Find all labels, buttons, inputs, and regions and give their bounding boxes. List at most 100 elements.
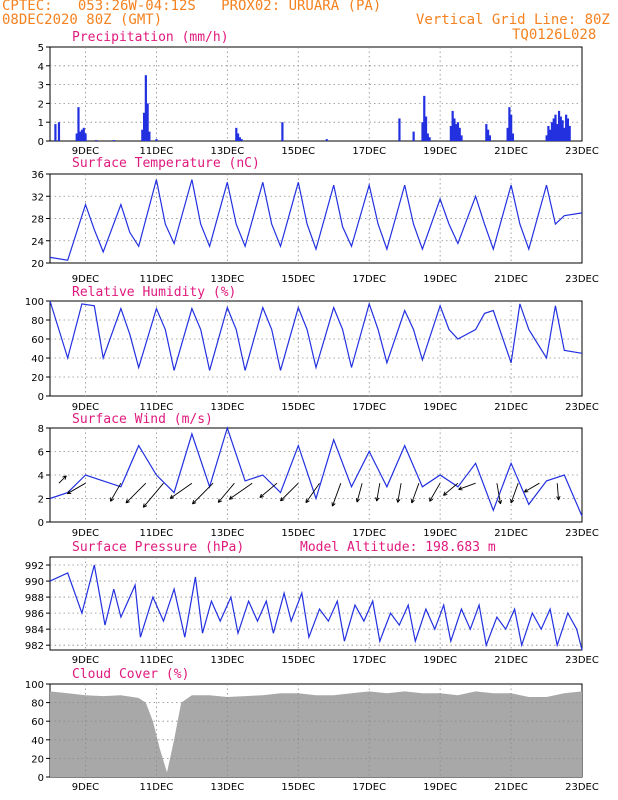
y-tick-label: 20 (31, 373, 44, 384)
panel-cloud: Cloud Cover (%) 0 20 40 60 80 100 9DEC 11DEC 13DE… (25, 667, 599, 793)
y-tick-label: 28 (31, 215, 44, 226)
y-tick-label: 60 (31, 717, 44, 728)
humidity-frame (49, 300, 583, 397)
temperature-title: Surface Temperature (nC) (72, 156, 260, 171)
precip-bar (453, 118, 456, 141)
wind-vector-arrow (109, 482, 122, 502)
precip-bar (79, 131, 82, 141)
wind-vector-arrow (396, 483, 402, 503)
precip-bar (112, 140, 116, 141)
cloud-title: Cloud Cover (%) (72, 667, 189, 682)
precip-bar (563, 127, 566, 141)
x-date-label: 13DEC (210, 146, 244, 157)
y-tick-label: 8 (38, 424, 44, 435)
precip-bar (456, 122, 460, 141)
precip-bar (148, 131, 151, 141)
precip-bar (506, 127, 509, 141)
x-date-label: 23DEC (565, 146, 599, 157)
x-date-label: 15DEC (281, 655, 315, 666)
x-date-label: 11DEC (140, 655, 174, 666)
precip-bar (552, 118, 555, 141)
wind-vector-arrow (523, 482, 540, 493)
model-altitude: Model Altitude: 198.683 m (300, 540, 496, 555)
precip-bar (236, 133, 240, 141)
pressure-frame (49, 556, 583, 651)
precip-bar (488, 135, 491, 141)
x-date-label: 9DEC (72, 402, 99, 413)
y-tick-label: 982 (25, 641, 44, 652)
panel-pressure: Surface Pressure (hPa) Model Altitude: 19… (25, 540, 599, 666)
x-date-label: 19DEC (423, 528, 457, 539)
precip-bar (141, 129, 144, 141)
y-tick-label: 4 (38, 471, 44, 482)
wind-vector-arrow (217, 482, 235, 503)
x-date-label: 13DEC (210, 655, 244, 666)
precip-bar (511, 133, 515, 141)
x-date-label: 21DEC (494, 782, 528, 793)
x-date-label: 21DEC (494, 274, 528, 285)
x-date-label: 9DEC (72, 655, 99, 666)
header-location: CPTEC: 053:26W-04:12S PROX02: URUARA (PA… (2, 0, 382, 14)
y-tick-label: 0 (38, 137, 44, 148)
header-datetime: 08DEC2020 80Z (GMT) (2, 12, 163, 28)
precip-bar (424, 116, 428, 141)
x-date-label: 19DEC (423, 146, 457, 157)
precip-bar (80, 129, 84, 141)
x-date-label: 15DEC (281, 402, 315, 413)
y-tick-label: 988 (25, 593, 44, 604)
precip-bar (508, 107, 511, 141)
precip-bar (146, 103, 149, 141)
y-tick-label: 20 (31, 754, 44, 765)
precip-bar (485, 124, 488, 141)
precip-bar (238, 137, 241, 141)
precip-bar (549, 129, 552, 141)
wind-vector-arrow (355, 483, 363, 503)
x-date-label: 23DEC (565, 402, 599, 413)
precip-bar (57, 122, 61, 141)
precip-bar (561, 120, 564, 141)
precip-bar (556, 124, 559, 141)
precip-bar (325, 139, 328, 141)
x-date-label: 17DEC (352, 146, 386, 157)
x-date-label: 17DEC (352, 782, 386, 793)
precip-bar (281, 122, 284, 141)
wind-vector-arrow (125, 482, 147, 504)
y-tick-label: 3 (38, 81, 44, 92)
y-tick-label: 2 (38, 495, 44, 506)
wind-vector-arrow (191, 482, 214, 505)
wind-vector-arrow (331, 483, 342, 507)
x-date-label: 19DEC (423, 274, 457, 285)
x-date-label: 11DEC (140, 274, 174, 285)
y-tick-label: 100 (25, 297, 44, 308)
wind-vector-arrow (556, 483, 561, 501)
precip-bar (451, 110, 454, 141)
y-tick-label: 80 (31, 316, 44, 327)
wind-vector-arrow (496, 483, 503, 505)
wind-vector-arrow (375, 483, 381, 502)
y-tick-label: 36 (31, 170, 44, 181)
wind-vector-arrow (458, 482, 476, 491)
wind-vector-arrow (66, 482, 86, 495)
x-date-label: 13DEC (210, 274, 244, 285)
x-date-label: 15DEC (281, 528, 315, 539)
x-date-label: 13DEC (210, 782, 244, 793)
x-date-label: 19DEC (423, 402, 457, 413)
y-tick-label: 5 (38, 43, 44, 54)
y-tick-label: 0 (38, 773, 44, 784)
y-tick-label: 6 (38, 448, 44, 459)
panel-temperature: Surface Temperature (nC) 20 24 28 32 36 9DEC 11… (31, 156, 599, 285)
y-tick-label: 4 (38, 62, 44, 73)
precip-bar (566, 118, 570, 141)
precip-bar (82, 127, 85, 141)
wind-vector-arrow (169, 482, 193, 499)
panel-precipitation: Precipitation (mm/h) 0 1 2 3 4 5 9DEC 11DEC 13DEC… (38, 30, 599, 157)
pressure-line (49, 564, 583, 651)
x-date-label: 13DEC (210, 528, 244, 539)
wind-vector-arrow (429, 482, 441, 502)
wind-line (49, 426, 583, 517)
x-date-label: 9DEC (72, 274, 99, 285)
x-date-label: 11DEC (140, 402, 174, 413)
x-date-label: 21DEC (494, 528, 528, 539)
precip-bar (240, 139, 243, 141)
